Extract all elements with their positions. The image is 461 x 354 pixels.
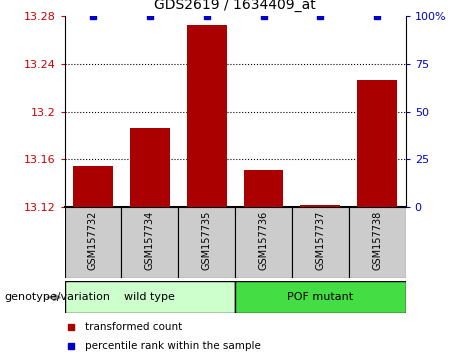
Title: GDS2619 / 1634409_at: GDS2619 / 1634409_at: [154, 0, 316, 12]
Bar: [178, 207, 235, 278]
Bar: [73, 166, 113, 207]
Text: GSM157738: GSM157738: [372, 211, 382, 270]
Text: GSM157736: GSM157736: [259, 211, 269, 270]
Text: percentile rank within the sample: percentile rank within the sample: [85, 341, 261, 351]
Bar: [235, 207, 292, 278]
Text: GSM157732: GSM157732: [88, 211, 98, 270]
Bar: [65, 207, 121, 278]
Text: GSM157737: GSM157737: [315, 211, 325, 270]
Bar: [121, 207, 178, 278]
Text: GSM157734: GSM157734: [145, 211, 155, 270]
Bar: [349, 207, 406, 278]
Text: wild type: wild type: [124, 292, 175, 302]
Bar: [235, 281, 406, 313]
Bar: [292, 207, 349, 278]
Bar: [130, 128, 170, 207]
Bar: [243, 170, 284, 207]
Text: POF mutant: POF mutant: [287, 292, 354, 302]
Text: genotype/variation: genotype/variation: [5, 292, 111, 302]
Text: transformed count: transformed count: [85, 321, 182, 332]
Bar: [301, 205, 340, 207]
Bar: [187, 25, 226, 207]
Bar: [357, 80, 397, 207]
Bar: [65, 281, 235, 313]
Text: GSM157735: GSM157735: [201, 211, 212, 270]
